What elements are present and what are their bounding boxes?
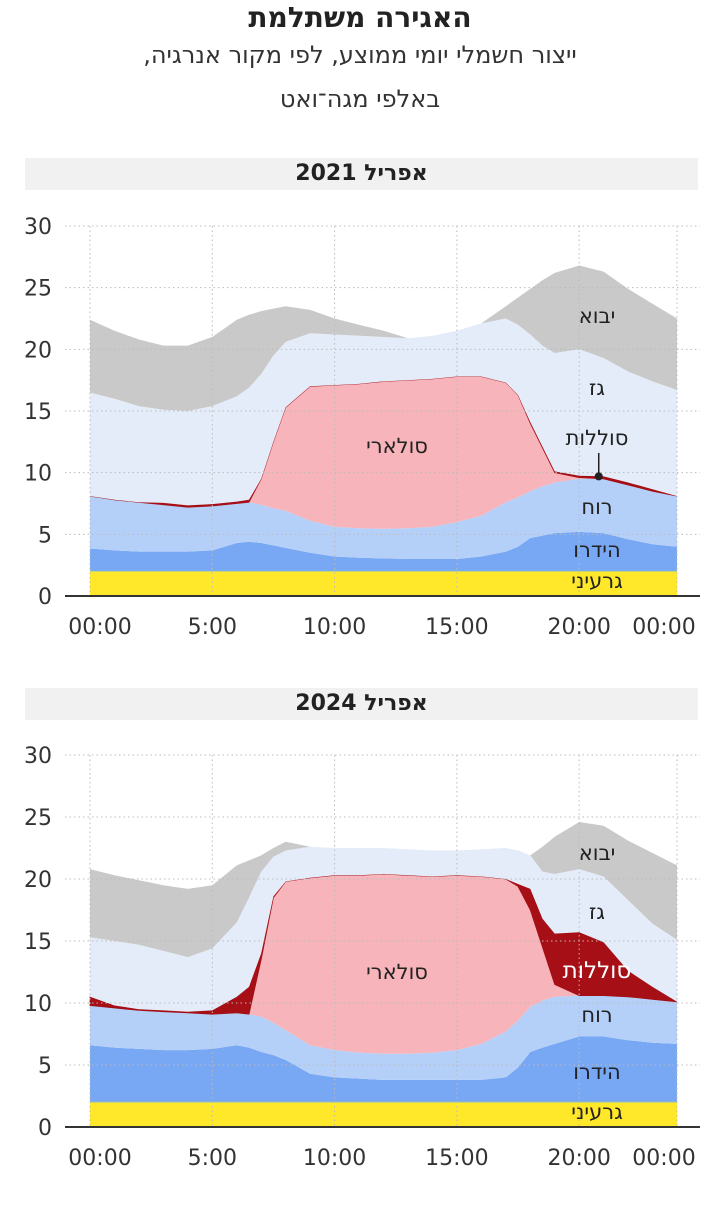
label-import-2024: יבוא — [578, 841, 616, 865]
y-tick-label: 15 — [24, 930, 52, 955]
label-wind-2024: רוח — [581, 1003, 613, 1027]
y-tick-label: 15 — [24, 400, 52, 425]
area-hydro — [90, 1036, 677, 1103]
label-hydro-2021: הידרו — [573, 538, 621, 562]
x-tick-label: 15:00 — [425, 615, 488, 640]
x-tick-label: 00:00 — [632, 1146, 695, 1171]
y-tick-label: 20 — [24, 338, 52, 363]
area-wind — [90, 995, 677, 1080]
label-import-2021: יבוא — [578, 304, 616, 328]
label-batteries-2021: סוללות — [565, 426, 629, 450]
area-hydro — [90, 531, 677, 572]
panel-title-2024: אפריל 2024 — [25, 688, 698, 720]
x-tick-label: 00:00 — [68, 615, 131, 640]
label-nuclear-2024: גרעיני — [571, 1100, 623, 1124]
area-import — [90, 822, 677, 958]
label-hydro-2024: הידרו — [573, 1060, 621, 1084]
area-gas — [90, 846, 677, 1012]
chart-subtitle-line1: ייצור חשמלי יומי ממוצע, לפי מקור אנרגיה, — [143, 41, 577, 69]
x-tick-label: 00:00 — [632, 615, 695, 640]
label-batteries-2024: סוללות — [562, 958, 632, 984]
label-gas-2021: גז — [589, 376, 605, 400]
y-tick-label: 10 — [24, 462, 52, 487]
y-tick-label: 0 — [38, 1116, 52, 1141]
batteries-pointer-dot — [594, 472, 603, 481]
label-nuclear-2021: גרעיני — [571, 569, 623, 593]
y-tick-label: 5 — [38, 523, 52, 548]
chart-2021: 0 5 10 15 20 25 30 00:00 5:00 10:00 15:00 20:00 00:0… — [24, 215, 700, 640]
panel-title-2021: אפריל 2021 — [25, 158, 698, 190]
x-tick-label: 5:00 — [188, 615, 237, 640]
x-tick-label: 15:00 — [425, 1146, 488, 1171]
y-tick-label: 30 — [24, 215, 52, 240]
label-solar-2024: סולארי — [366, 960, 428, 984]
y-tick-label: 5 — [38, 1054, 52, 1079]
x-tick-label: 20:00 — [547, 615, 610, 640]
area-nuclear — [90, 1102, 677, 1127]
chart-subtitle-line2: באלפי מגה־ואט — [279, 85, 441, 113]
x-tick-label: 00:00 — [68, 1146, 131, 1171]
y-tick-label: 30 — [24, 744, 52, 769]
y-tick-label: 0 — [38, 585, 52, 610]
area-nuclear — [90, 571, 677, 596]
chart-2024: 0 5 10 15 20 25 30 00:00 5:00 10:00 15:00 20:00 00:0… — [24, 744, 700, 1171]
area-solar — [90, 874, 677, 1054]
x-tick-label: 10:00 — [303, 1146, 366, 1171]
x-tick-label: 10:00 — [303, 615, 366, 640]
y-tick-label: 20 — [24, 868, 52, 893]
x-tick-label: 5:00 — [188, 1146, 237, 1171]
y-tick-label: 25 — [24, 806, 52, 831]
label-wind-2021: רוח — [581, 495, 613, 519]
chart-title: האגירה משתלמת — [248, 1, 472, 34]
x-tick-label: 20:00 — [547, 1146, 610, 1171]
y-tick-label: 10 — [24, 992, 52, 1017]
area-wind — [90, 478, 677, 559]
area-import — [90, 265, 677, 411]
label-gas-2024: גז — [589, 900, 605, 924]
y-tick-label: 25 — [24, 277, 52, 302]
label-solar-2021: סולארי — [366, 434, 428, 458]
area-gas — [90, 318, 677, 506]
area-solar — [90, 376, 677, 529]
